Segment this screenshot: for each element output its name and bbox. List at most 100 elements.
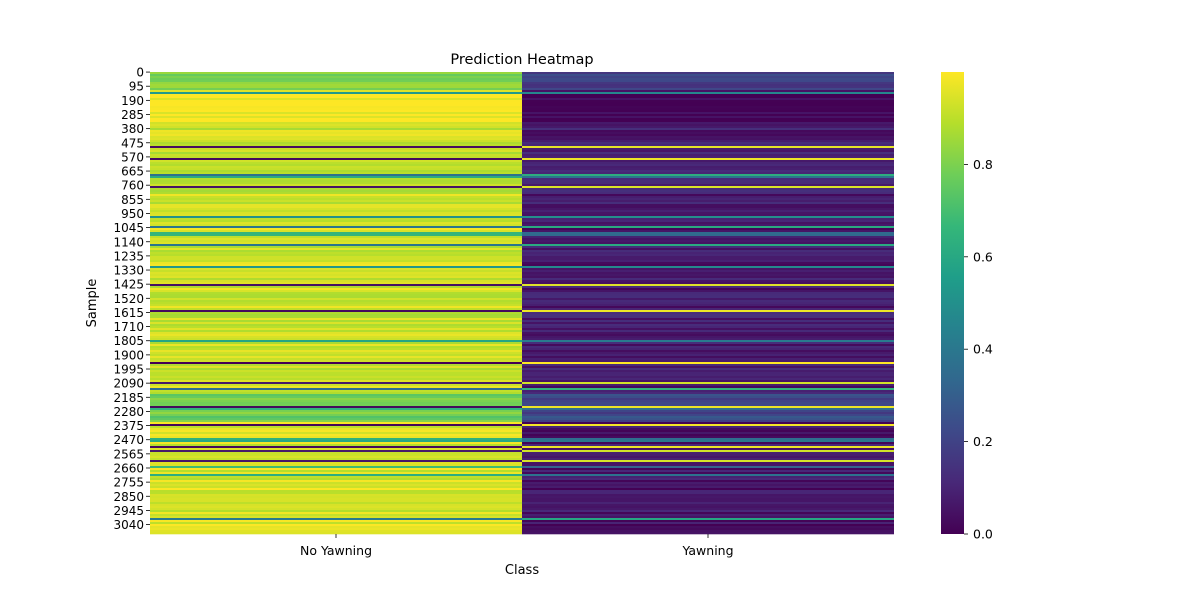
heatmap-cell [150, 404, 522, 407]
heatmap-cell [150, 116, 522, 119]
heatmap-cell [150, 286, 522, 289]
heatmap-cell [150, 298, 522, 301]
heatmap-cell [522, 400, 894, 403]
heatmap-cell [150, 352, 522, 355]
heatmap-cell [522, 442, 894, 445]
heatmap-cell [150, 318, 522, 321]
heatmap-cell [150, 382, 522, 385]
heatmap-cell [150, 532, 522, 535]
heatmap-cell [522, 96, 894, 99]
heatmap-cell [522, 314, 894, 317]
y-tick-label: 1140 [113, 235, 144, 249]
heatmap-cell [522, 450, 894, 453]
heatmap-cell [522, 236, 894, 239]
heatmap-cell [150, 132, 522, 135]
heatmap-cell [150, 168, 522, 171]
heatmap-cell [522, 194, 894, 197]
heatmap-cell [150, 512, 522, 515]
heatmap-cell [522, 312, 894, 315]
heatmap-cell [522, 172, 894, 175]
heatmap-cell [522, 160, 894, 163]
heatmap-cell [522, 240, 894, 243]
heatmap-cell [522, 210, 894, 213]
heatmap-cell [150, 354, 522, 357]
heatmap-cell [522, 318, 894, 321]
heatmap-cell [522, 288, 894, 291]
heatmap-cell [522, 238, 894, 241]
y-tick-label: 2850 [113, 490, 144, 504]
heatmap-cell [522, 142, 894, 145]
heatmap-cell [522, 382, 894, 385]
heatmap-cell [522, 406, 894, 409]
heatmap-cell [522, 402, 894, 405]
heatmap-cell [150, 192, 522, 195]
heatmap-cell [522, 420, 894, 423]
heatmap-cell [150, 340, 522, 343]
heatmap-cell [150, 370, 522, 373]
heatmap-cell [150, 406, 522, 409]
heatmap-cell [522, 480, 894, 483]
heatmap-cell [522, 336, 894, 339]
heatmap-cell [522, 340, 894, 343]
chart-title: Prediction Heatmap [450, 52, 593, 68]
y-tick-label: 3040 [113, 518, 144, 532]
heatmap-cell [522, 260, 894, 263]
heatmap-cell [150, 162, 522, 165]
heatmap-cell [522, 390, 894, 393]
heatmap-cell [150, 434, 522, 437]
heatmap-cell [522, 332, 894, 335]
heatmap-cell [522, 348, 894, 351]
heatmap-cell [522, 276, 894, 279]
heatmap-cell [522, 368, 894, 371]
heatmap-cell [150, 436, 522, 439]
heatmap-cell [522, 474, 894, 477]
heatmap-cell [522, 522, 894, 525]
heatmap-cell [522, 304, 894, 307]
heatmap-cell [150, 514, 522, 517]
heatmap-cell [150, 210, 522, 213]
heatmap-cell [522, 414, 894, 417]
heatmap-cell [522, 118, 894, 121]
heatmap-cell [150, 332, 522, 335]
heatmap-cell [150, 470, 522, 473]
heatmap-cell [522, 372, 894, 375]
heatmap-cell [150, 490, 522, 493]
heatmap-cell [150, 138, 522, 141]
heatmap-cell [522, 296, 894, 299]
heatmap-cell [150, 294, 522, 297]
heatmap-cell [522, 294, 894, 297]
heatmap-cell [150, 220, 522, 223]
heatmap-cell [522, 224, 894, 227]
heatmap-cell [522, 342, 894, 345]
y-tick-label: 2185 [113, 391, 144, 405]
heatmap-cell [150, 246, 522, 249]
heatmap-cell [522, 322, 894, 325]
y-tick-label: 1045 [113, 221, 144, 235]
heatmap-cell [522, 190, 894, 193]
heatmap-cell [150, 330, 522, 333]
heatmap-cell [150, 102, 522, 105]
heatmap-cell [150, 412, 522, 415]
heatmap-cell [150, 182, 522, 185]
colorbar [941, 72, 964, 534]
heatmap-cell [522, 148, 894, 151]
heatmap-cell [150, 262, 522, 265]
heatmap-cell [150, 416, 522, 419]
heatmap-cell [150, 410, 522, 413]
heatmap-cell [522, 120, 894, 123]
heatmap-cell [150, 506, 522, 509]
heatmap-cell [522, 512, 894, 515]
colorbar-tick-label: 0.6 [973, 249, 993, 264]
heatmap-cell [150, 500, 522, 503]
heatmap-cell [522, 218, 894, 221]
heatmap-cell [522, 144, 894, 147]
heatmap-cell [522, 490, 894, 493]
heatmap-cell [522, 196, 894, 199]
heatmap-cell [522, 140, 894, 143]
heatmap-cell [150, 468, 522, 471]
heatmap-cell [150, 144, 522, 147]
heatmap-cell [522, 264, 894, 267]
heatmap-cell [150, 142, 522, 145]
heatmap-cell [150, 158, 522, 161]
heatmap-cell [150, 118, 522, 121]
